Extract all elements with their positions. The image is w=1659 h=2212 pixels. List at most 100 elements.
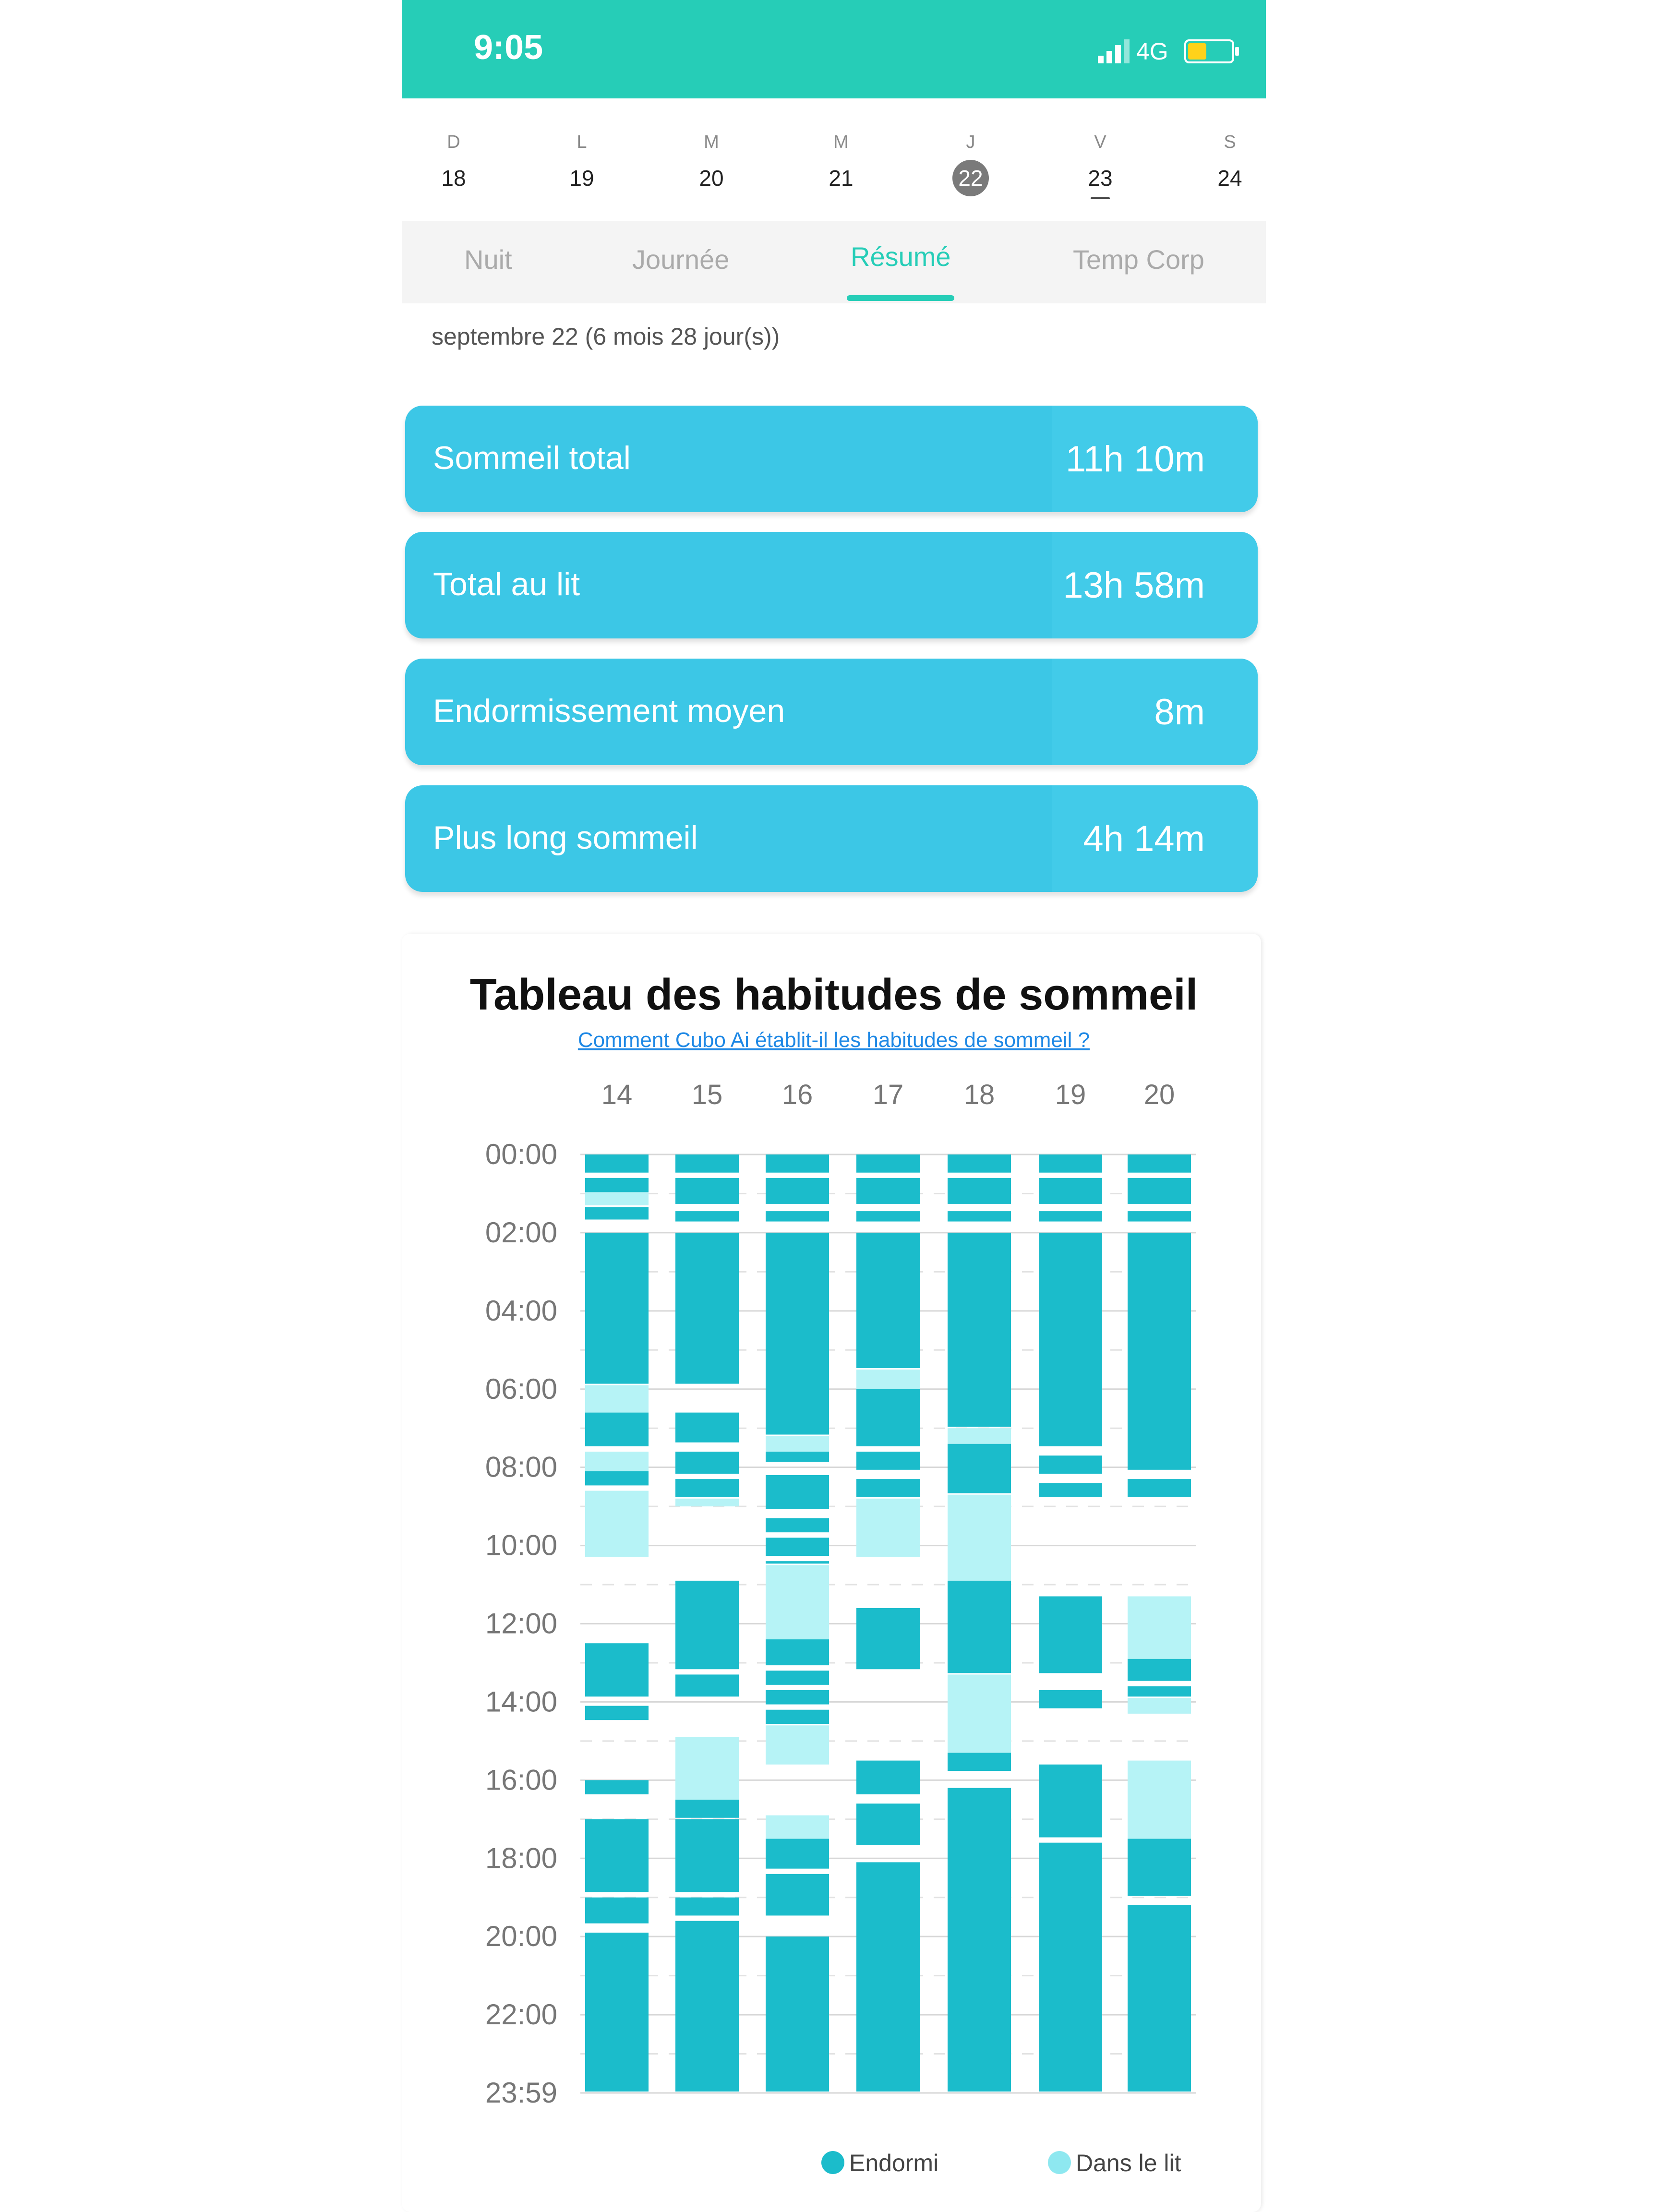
y-tick-label: 20:00 <box>485 1920 557 1952</box>
asleep-segment <box>766 1639 829 1666</box>
asleep-segment <box>675 1674 739 1697</box>
asleep-segment <box>675 1800 739 1818</box>
legend-asleep-dot <box>821 2151 844 2174</box>
in-bed-segment <box>766 1815 829 1839</box>
asleep-segment <box>585 1933 649 2092</box>
asleep-segment <box>585 1706 649 1720</box>
in-bed-segment <box>585 1385 649 1413</box>
day-23[interactable]: V 23 <box>1071 132 1129 199</box>
asleep-segment <box>766 1709 829 1724</box>
asleep-segment <box>766 1874 829 1916</box>
tab-temp-corp[interactable]: Temp Corp <box>1073 244 1204 275</box>
y-tick-label: 22:00 <box>485 1998 557 2031</box>
selected-day-number: 22 <box>952 160 989 196</box>
asleep-segment <box>856 1479 920 1497</box>
day-number: 20 <box>699 166 724 191</box>
day-19[interactable]: L 19 <box>553 132 611 196</box>
asleep-segment <box>1128 1211 1191 1222</box>
asleep-segment <box>585 1643 649 1697</box>
asleep-segment <box>1128 1479 1191 1497</box>
in-bed-segment <box>948 1428 1011 1444</box>
asleep-segment <box>1039 1211 1102 1222</box>
day-letter: D <box>447 132 460 152</box>
y-tick-label: 00:00 <box>485 1138 557 1170</box>
y-tick-label: 12:00 <box>485 1608 557 1640</box>
sleep-pattern-panel <box>402 934 1261 2212</box>
asleep-segment <box>856 1452 920 1470</box>
day-22[interactable]: J 22 <box>942 132 999 196</box>
tab-journee[interactable]: Journée <box>632 244 730 275</box>
asleep-segment <box>585 1780 649 1794</box>
x-tick-label: 14 <box>601 1079 633 1110</box>
day-number: 18 <box>441 166 466 191</box>
asleep-segment <box>675 1819 739 1892</box>
status-bar: 9:05 4G <box>402 0 1266 98</box>
asleep-segment <box>675 1479 739 1497</box>
asleep-segment <box>1039 1178 1102 1204</box>
asleep-segment <box>1128 1659 1191 1681</box>
asleep-segment <box>675 1897 739 1916</box>
asleep-segment <box>948 1232 1011 1427</box>
asleep-segment <box>856 1803 920 1845</box>
day-number: 24 <box>1217 166 1242 191</box>
day-20[interactable]: M 20 <box>683 132 740 196</box>
asleep-segment <box>675 1154 739 1173</box>
asleep-segment <box>1128 1839 1191 1896</box>
legend-asleep-label: Endormi <box>849 2150 938 2176</box>
date-line: septembre 22 (6 mois 28 jour(s)) <box>432 323 780 350</box>
sleep-pattern-help-link[interactable]: Comment Cubo Ai établit-il les habitudes… <box>577 1028 1090 1052</box>
asleep-segment <box>766 1538 829 1556</box>
in-bed-segment <box>585 1491 649 1558</box>
asleep-segment <box>585 1897 649 1923</box>
asleep-segment <box>856 1760 920 1794</box>
card-value: 8m <box>1154 692 1205 733</box>
y-tick-label: 16:00 <box>485 1764 557 1796</box>
signal-icon <box>1098 39 1131 63</box>
asleep-segment <box>675 1232 739 1384</box>
day-21[interactable]: M 21 <box>812 132 870 196</box>
asleep-segment <box>766 1154 829 1173</box>
card-total-au-lit: Total au lit 13h 58m <box>405 532 1258 638</box>
card-endormissement-moyen: Endormissement moyen 8m <box>405 659 1258 765</box>
asleep-segment <box>1039 1690 1102 1708</box>
in-bed-segment <box>948 1674 1011 1753</box>
x-tick-label: 20 <box>1144 1079 1175 1110</box>
asleep-segment <box>766 1232 829 1435</box>
asleep-segment <box>1128 1232 1191 1470</box>
asleep-segment <box>766 1671 829 1685</box>
in-bed-segment <box>1128 1760 1191 1839</box>
y-tick-label: 02:00 <box>485 1216 557 1249</box>
asleep-segment <box>585 1471 649 1486</box>
x-tick-label: 15 <box>692 1079 723 1110</box>
asleep-segment <box>856 1178 920 1204</box>
day-18[interactable]: D 18 <box>425 132 482 196</box>
legend-in-bed-dot <box>1048 2151 1071 2174</box>
x-tick-label: 16 <box>782 1079 813 1110</box>
asleep-segment <box>1039 1596 1102 1673</box>
x-tick-label: 18 <box>964 1079 995 1110</box>
day-letter: M <box>833 132 849 152</box>
asleep-segment <box>585 1232 649 1384</box>
in-bed-segment <box>766 1565 829 1640</box>
day-24[interactable]: S 24 <box>1201 132 1259 196</box>
card-plus-long-sommeil: Plus long sommeil 4h 14m <box>405 785 1258 892</box>
card-value: 4h 14m <box>1083 818 1205 859</box>
asleep-segment <box>675 1452 739 1474</box>
in-bed-segment <box>675 1737 739 1800</box>
tab-resume[interactable]: Résumé <box>851 241 951 272</box>
y-tick-label: 23:59 <box>485 2077 557 2109</box>
asleep-segment <box>1039 1455 1102 1474</box>
asleep-segment <box>675 1211 739 1222</box>
card-sommeil-total: Sommeil total 11h 10m <box>405 406 1258 512</box>
asleep-segment <box>948 1154 1011 1173</box>
day-number: 21 <box>829 166 854 191</box>
tab-active-indicator <box>847 295 954 301</box>
tab-nuit[interactable]: Nuit <box>464 244 512 275</box>
asleep-segment <box>856 1608 920 1670</box>
in-bed-segment <box>585 1452 649 1471</box>
y-tick-label: 10:00 <box>485 1529 557 1562</box>
asleep-segment <box>948 1178 1011 1204</box>
asleep-segment <box>1039 1483 1102 1497</box>
asleep-segment <box>675 1178 739 1204</box>
asleep-segment <box>856 1232 920 1369</box>
